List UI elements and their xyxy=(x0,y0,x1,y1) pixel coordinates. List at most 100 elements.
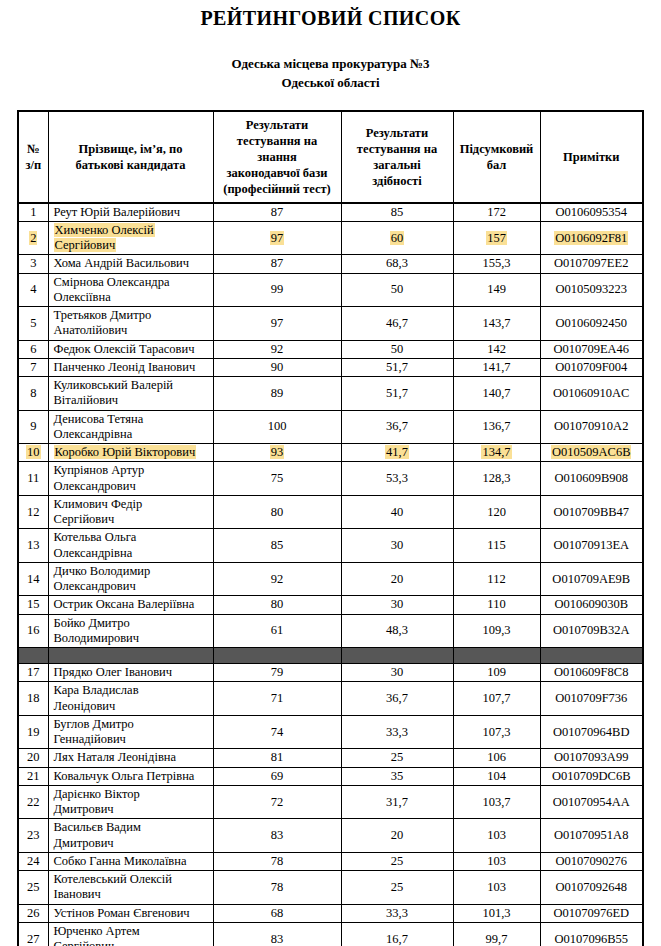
table-row: 5Третьяков Дмитро Анатолійович9746,7143,… xyxy=(18,307,643,341)
cell-text: 99 xyxy=(271,282,284,296)
cell-text: Дарієнко Віктор Дмитрович xyxy=(54,787,140,816)
highlighted-text: Коробко Юрій Вікторович xyxy=(54,445,197,459)
general-abilities-score-cell: 36,7 xyxy=(341,682,453,716)
document-page: РЕЙТИНГОВИЙ СПИСОК Одеська місцева проку… xyxy=(0,0,661,946)
general-abilities-score-cell: 40 xyxy=(341,495,453,529)
cell-text: 51,7 xyxy=(386,386,408,400)
total-score-cell: 142 xyxy=(453,340,540,358)
cell-text: 48,3 xyxy=(386,623,408,637)
cell-text: Котельва Ольга Олександрівна xyxy=(54,530,137,559)
cell-text: 51,7 xyxy=(386,360,408,374)
candidate-name-cell: Васильєв Вадим Дмитрович xyxy=(48,819,213,853)
note-code-cell: O010709BB47 xyxy=(540,495,643,529)
cell-text: 6 xyxy=(30,342,36,356)
cell-text: 25 xyxy=(391,854,404,868)
cell-text: 85 xyxy=(271,538,284,552)
note-code-cell: O010609030B xyxy=(540,596,643,614)
note-code-cell: O0107096B55 xyxy=(540,922,643,946)
cell-text: 20 xyxy=(27,750,40,764)
rating-table-header: № з/п Прізвище, ім’я, по батькові кандид… xyxy=(18,111,643,203)
cell-text: O01070954AA xyxy=(553,795,630,809)
highlighted-text: 60 xyxy=(390,231,405,245)
cell-text: Дичко Володимир Олександрович xyxy=(54,564,151,593)
column-header-number: № з/п xyxy=(18,111,48,203)
note-code-cell: O0106092F81 xyxy=(540,221,643,255)
cell-text: 12 xyxy=(27,505,40,519)
cell-text: 107,7 xyxy=(482,691,510,705)
table-row: 7Панченко Леонід Іванович9051,7141,7O010… xyxy=(18,358,643,376)
cell-text: 100 xyxy=(268,419,287,433)
note-code-cell: O01070976ED xyxy=(540,904,643,922)
cell-text: Федюк Олексій Тарасович xyxy=(54,342,195,356)
total-score-cell: 128,3 xyxy=(453,462,540,496)
row-number-cell: 20 xyxy=(18,749,48,767)
cell-text: 15 xyxy=(27,597,40,611)
cell-text: Прядко Олег Іванович xyxy=(54,665,173,679)
cell-text: 80 xyxy=(271,597,284,611)
column-header-total-score: Підсумковий бал xyxy=(453,111,540,203)
general-abilities-score-cell: 68,3 xyxy=(341,255,453,273)
professional-test-score-cell: 61 xyxy=(213,614,341,648)
candidate-name-cell: Купріянов Артур Олександрович xyxy=(48,462,213,496)
cell-text: O010609F8C8 xyxy=(554,665,628,679)
cell-text: 17 xyxy=(27,665,40,679)
cell-text: 16 xyxy=(27,623,40,637)
general-abilities-score-cell: 31,7 xyxy=(341,785,453,819)
row-number-cell: 18 xyxy=(18,682,48,716)
note-code-cell: O010709DC6B xyxy=(540,767,643,785)
subtitle-line-2: Одеської області xyxy=(0,74,661,93)
cell-text: 87 xyxy=(271,256,284,270)
professional-test-score-cell: 92 xyxy=(213,562,341,596)
cell-text: 61 xyxy=(271,623,284,637)
cell-text: 30 xyxy=(391,538,404,552)
cell-text: 27 xyxy=(27,932,40,946)
table-row: 21Ковальчук Ольга Петрівна6935104O010709… xyxy=(18,767,643,785)
cell-text: 140,7 xyxy=(482,386,510,400)
general-abilities-score-cell: 50 xyxy=(341,273,453,307)
row-number-cell: 21 xyxy=(18,767,48,785)
professional-test-score-cell: 74 xyxy=(213,715,341,749)
candidate-name-cell: Бойко Дмитро Володимирович xyxy=(48,614,213,648)
cell-text: 120 xyxy=(487,505,506,519)
cell-text: 8 xyxy=(30,386,36,400)
cell-text: 20 xyxy=(391,572,404,586)
note-code-cell: O0106095354 xyxy=(540,203,643,222)
general-abilities-score-cell: 30 xyxy=(341,596,453,614)
cell-text: 136,7 xyxy=(482,419,510,433)
cell-text: 33,3 xyxy=(386,725,408,739)
cell-text: O0106095354 xyxy=(555,205,627,219)
table-row: 16Бойко Дмитро Володимирович6148,3109,3O… xyxy=(18,614,643,648)
cell-text: Климович Федір Сергійович xyxy=(54,497,143,526)
note-code-cell: O010509AC6B xyxy=(540,444,643,462)
cell-text: 172 xyxy=(487,205,506,219)
cell-text: Собко Ганна Миколаївна xyxy=(54,854,187,868)
cell-text: 50 xyxy=(391,342,404,356)
cell-text: 36,7 xyxy=(386,419,408,433)
cell-text: O01060910AC xyxy=(553,386,629,400)
candidate-name-cell: Устінов Роман Євгенович xyxy=(48,904,213,922)
professional-test-score-cell: 92 xyxy=(213,340,341,358)
cell-text: O0107090276 xyxy=(555,854,627,868)
candidate-name-cell: Кара Владислав Леонідович xyxy=(48,682,213,716)
total-score-cell: 115 xyxy=(453,529,540,563)
cell-text: 115 xyxy=(487,538,505,552)
highlighted-text: 2 xyxy=(29,231,37,245)
cell-text: 103,7 xyxy=(482,795,510,809)
cell-text: Ковальчук Ольга Петрівна xyxy=(54,769,195,783)
candidate-name-cell: Климович Федір Сергійович xyxy=(48,495,213,529)
cell-text: Буглов Дмитро Геннадійович xyxy=(54,717,134,746)
total-score-cell: 109,3 xyxy=(453,614,540,648)
cell-text: 22 xyxy=(27,795,40,809)
table-row: 19Буглов Дмитро Геннадійович7433,3107,3O… xyxy=(18,715,643,749)
table-row: 15Острик Оксана Валеріївна8030110O010609… xyxy=(18,596,643,614)
cell-text: 71 xyxy=(271,691,284,705)
cell-text: 109,3 xyxy=(482,623,510,637)
row-number-cell: 4 xyxy=(18,273,48,307)
candidate-name-cell: Собко Ганна Миколаївна xyxy=(48,852,213,870)
row-number-cell: 22 xyxy=(18,785,48,819)
highlighted-text: 10 xyxy=(26,445,41,459)
total-score-cell: 143,7 xyxy=(453,307,540,341)
highlighted-text: 97 xyxy=(270,231,285,245)
cell-text: O010709DC6B xyxy=(552,769,630,783)
general-abilities-score-cell: 85 xyxy=(341,203,453,222)
